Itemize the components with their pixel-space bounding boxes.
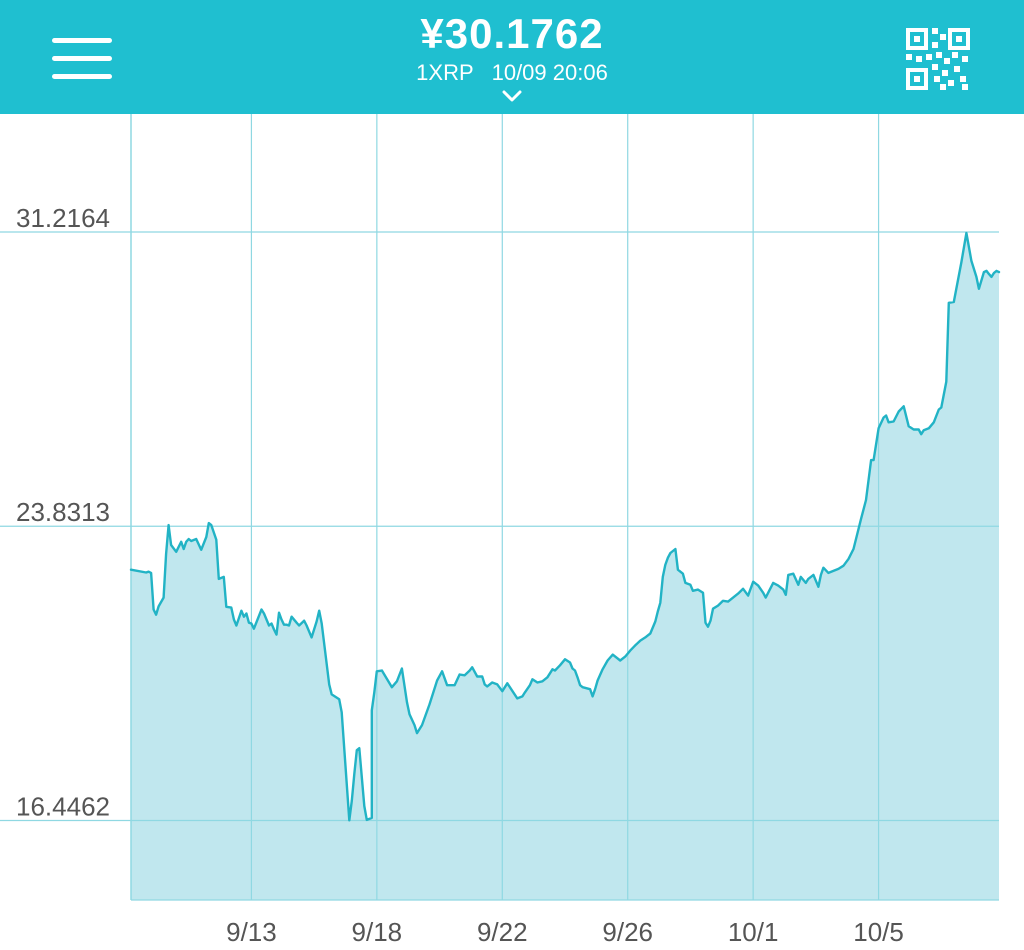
price-selector[interactable]: ¥30.1762 1XRP 10/09 20:06 <box>312 6 712 110</box>
menu-button[interactable] <box>48 34 116 84</box>
x-tick-label: 9/26 <box>602 917 653 945</box>
header-bar: ¥30.1762 1XRP 10/09 20:06 <box>0 0 1024 114</box>
currency-unit: 1XRP <box>416 60 474 85</box>
price-chart-svg: 9/13 9/18 9/22 9/26 10/1 10/5 16.4462 23.8313 31… <box>0 114 1001 947</box>
x-tick-label: 9/18 <box>352 917 403 945</box>
x-tick-label: 9/22 <box>477 917 528 945</box>
current-price: ¥30.1762 <box>420 10 604 57</box>
x-tick-label: 10/5 <box>853 917 904 945</box>
qr-code-icon[interactable] <box>904 26 972 92</box>
y-tick-label: 16.4462 <box>16 791 110 821</box>
chevron-down-icon <box>502 90 522 102</box>
series-area <box>131 233 999 900</box>
price-subtitle: 1XRP 10/09 20:06 <box>312 60 712 86</box>
x-tick-label: 10/1 <box>728 917 779 945</box>
series-line <box>129 231 1001 822</box>
x-tick-label: 9/13 <box>226 917 277 945</box>
price-datetime: 10/09 20:06 <box>491 60 608 85</box>
y-tick-label: 31.2164 <box>16 203 110 233</box>
y-tick-label: 23.8313 <box>16 497 110 527</box>
price-chart[interactable]: 9/13 9/18 9/22 9/26 10/1 10/5 16.4462 23.8313 31… <box>0 114 1024 947</box>
